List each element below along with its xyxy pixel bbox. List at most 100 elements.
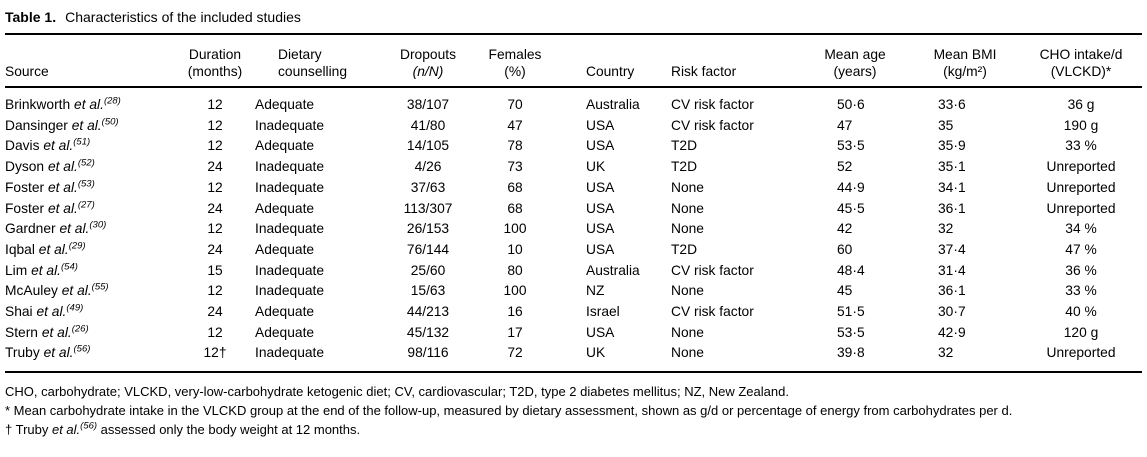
cell-females: 17 (507, 324, 523, 340)
cell-duration: 12 (207, 179, 223, 195)
cell-risk: None (671, 324, 704, 340)
cell-dropouts: 98/116 (407, 345, 449, 361)
cell-age: 53·5 (837, 324, 865, 340)
cell-risk: CV risk factor (671, 117, 754, 133)
cell-females: 70 (507, 97, 523, 112)
table-row: McAuley et al.(55) 12 Inadequate 15/63 100 NZ… (5, 281, 1142, 302)
cell-counselling: Inadequate (255, 262, 325, 278)
cell-females: 72 (507, 345, 523, 361)
col-header-source: Source (5, 34, 177, 88)
cell-duration: 12 (207, 117, 223, 133)
cell-country: UK (586, 345, 606, 361)
cell-risk: None (671, 179, 704, 195)
cell-counselling: Adequate (255, 304, 315, 320)
table-row: Foster et al.(27) 24 Adequate 113/307 68 USA N… (5, 199, 1142, 220)
cell-country: USA (586, 241, 615, 257)
cell-bmi: 30·7 (938, 304, 966, 320)
footnote-dagger-rest: assessed only the body weight at 12 mont… (97, 422, 361, 438)
cell-cho: 34 % (1065, 221, 1097, 237)
cell-age: 39·8 (837, 345, 865, 361)
cell-duration: 24 (207, 304, 223, 320)
header-row: Source Duration (months) Dietary counselling… (5, 34, 1142, 88)
studies-table: Source Duration (months) Dietary counselling… (5, 33, 1142, 374)
cell-dropouts: 26/153 (406, 221, 450, 237)
cell-duration: 12 (207, 324, 223, 340)
cell-cho: 36 g (1067, 97, 1095, 112)
cell-cho: 40 % (1065, 304, 1097, 320)
cell-bmi: 34·1 (938, 179, 966, 195)
cell-source: Stern et al.(26) (5, 323, 89, 340)
cell-country: USA (586, 200, 615, 216)
cell-duration: 12 (207, 221, 223, 237)
table-row: Shai et al.(49) 24 Adequate 44/213 16 Israel C… (5, 302, 1142, 323)
cell-source: Truby et al.(56) (5, 343, 91, 361)
col-header-counselling: Dietary counselling (253, 34, 391, 88)
cell-bmi: 32 (938, 345, 954, 361)
cell-females: 100 (503, 221, 527, 237)
cell-females: 47 (507, 117, 523, 133)
cell-age: 53·5 (837, 138, 865, 154)
col-header-age: Mean age (years) (800, 34, 910, 88)
cell-females: 78 (507, 138, 523, 154)
cell-cho: 33 % (1065, 138, 1097, 154)
cell-females: 16 (507, 304, 523, 320)
footnote-dagger-etal: et al. (51, 422, 81, 438)
table-row: Davis et al.(51) 12 Adequate 14/105 78 USA T2D… (5, 136, 1142, 157)
cell-source: Shai et al.(49) (5, 302, 84, 320)
cell-country: Israel (586, 304, 620, 320)
cell-cho: 33 % (1065, 283, 1097, 299)
cell-age: 60 (837, 241, 853, 257)
cell-cho: Unreported (1046, 159, 1116, 175)
cell-females: 68 (507, 179, 523, 195)
cell-source: Davis et al.(51) (5, 136, 91, 154)
cell-counselling: Inadequate (255, 117, 325, 133)
cell-dropouts: 44/213 (406, 304, 450, 320)
cell-risk: T2D (671, 241, 698, 257)
cell-dropouts: 37/63 (410, 179, 446, 195)
cell-age: 51·5 (837, 304, 865, 320)
cell-source: Foster et al.(53) (5, 178, 95, 195)
cell-dropouts: 38/107 (406, 97, 450, 112)
table-row: Dyson et al.(52) 24 Inadequate 4/26 73 UK T2D 5… (5, 157, 1142, 178)
cell-counselling: Adequate (255, 241, 315, 257)
table-row: Lim et al.(54) 15 Inadequate 25/60 80 Austral… (5, 261, 1142, 282)
table-row: Truby et al.(56) 12† Inadequate 98/116 72 UK N… (5, 343, 1142, 372)
footnote-asterisk: * Mean carbohydrate intake in the VLCKD … (5, 403, 1013, 419)
col-header-duration: Duration (months) (177, 34, 253, 88)
cell-age: 50·6 (837, 97, 865, 112)
cell-bmi: 32 (938, 221, 954, 237)
cell-dropouts: 25/60 (410, 262, 446, 278)
table-title: Table 1. Characteristics of the included … (5, 9, 1142, 33)
table-header: Source Duration (months) Dietary counselling… (5, 34, 1142, 88)
cell-counselling: Adequate (255, 138, 315, 154)
col-header-bmi: Mean BMI (kg/m²) (910, 34, 1020, 88)
cell-counselling: Adequate (255, 97, 315, 112)
cell-females: 68 (507, 200, 523, 216)
cell-counselling: Adequate (255, 200, 315, 216)
cell-counselling: Inadequate (255, 221, 325, 237)
footnote-dagger: † Truby et al.(56) assessed only the bod… (5, 420, 1142, 439)
footnote-dagger-ref: (56) (80, 420, 98, 432)
cell-females: 10 (507, 241, 523, 257)
col-header-females: Females (%) (465, 34, 565, 88)
cell-bmi: 37·4 (938, 241, 966, 257)
cell-cho: Unreported (1046, 179, 1116, 195)
cell-cho: 36 % (1065, 262, 1097, 278)
cell-dropouts: 14/105 (406, 138, 450, 154)
cell-country: NZ (586, 283, 605, 299)
cell-duration: 12† (203, 345, 227, 361)
cell-source: Iqbal et al.(29) (5, 240, 86, 257)
cell-bmi: 35 (938, 117, 954, 133)
cell-risk: CV risk factor (671, 262, 754, 278)
cell-country: USA (586, 324, 615, 340)
cell-bmi: 36·1 (938, 283, 966, 299)
table-row: Gardner et al.(30) 12 Inadequate 26/153 100 U… (5, 219, 1142, 240)
cell-age: 45 (837, 283, 853, 299)
cell-age: 47 (837, 117, 853, 133)
cell-source: Foster et al.(27) (5, 198, 95, 216)
table-row: Stern et al.(26) 12 Adequate 45/132 17 USA Non… (5, 323, 1142, 344)
table-title-label: Table 1. (5, 9, 57, 25)
cell-age: 48·4 (837, 262, 865, 278)
cell-source: Dyson et al.(52) (5, 157, 95, 175)
